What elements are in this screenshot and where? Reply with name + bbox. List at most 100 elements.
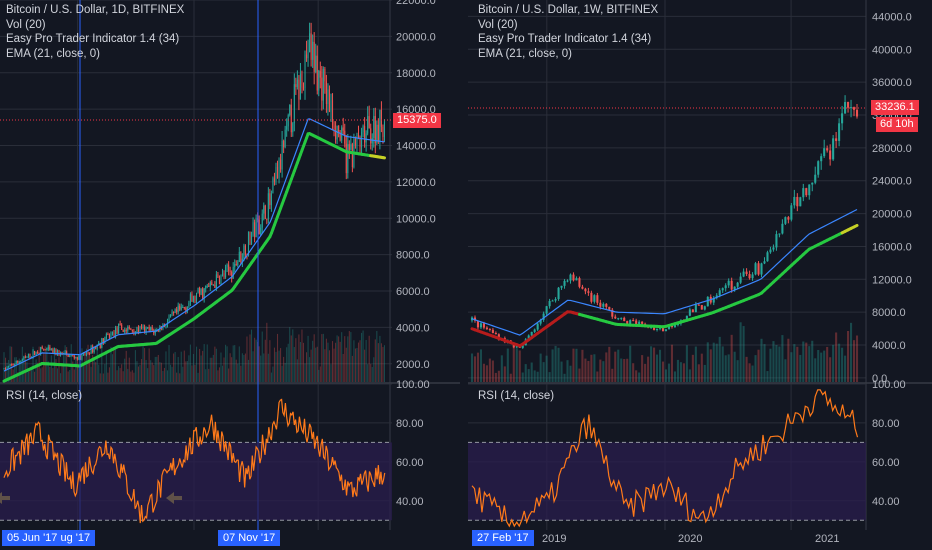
right-volume-bar <box>578 368 581 382</box>
right-volume-bar <box>587 360 590 382</box>
right-rsi-tick: 100.00 <box>872 379 906 391</box>
left-candle-body <box>215 274 217 288</box>
left-volume-bar <box>232 345 234 382</box>
left-volume-bar <box>212 354 214 382</box>
left-rsi-title[interactable]: RSI (14, close) <box>6 390 83 402</box>
right-candle-body <box>485 327 488 329</box>
left-volume-bar <box>359 340 361 382</box>
right-candle-body <box>670 325 674 327</box>
left-candle-body <box>231 271 233 279</box>
left-volume-bar <box>29 367 31 382</box>
left-candle-body <box>273 178 275 182</box>
left-legend-symbol[interactable]: Bitcoin / U.S. Dollar, 1D, BITFINEX <box>6 4 185 16</box>
left-candle-body <box>168 317 170 322</box>
left-candle-body <box>309 33 311 53</box>
left-candle-body <box>373 116 375 138</box>
right-price-tick: 36000.0 <box>872 77 912 89</box>
left-volume-bar <box>111 354 114 382</box>
left-volume-bar <box>78 364 80 382</box>
right-candle-body <box>629 320 632 326</box>
left-volume-bar <box>244 353 246 382</box>
right-volume-bar <box>808 346 811 382</box>
right-candle-body <box>548 301 551 307</box>
right-volume-bar <box>647 356 650 382</box>
right-candle-body <box>664 329 668 332</box>
left-volume-bar <box>154 356 156 382</box>
left-candle-body <box>310 33 312 60</box>
right-legend-indicator[interactable]: Easy Pro Trader Indicator 1.4 (34) <box>478 33 652 45</box>
right-candle-body <box>793 196 796 206</box>
left-candle-body <box>200 288 202 295</box>
left-volume-bar <box>275 351 277 382</box>
left-candle-body <box>298 79 300 100</box>
left-candle-body <box>137 327 139 333</box>
right-volume-bar <box>715 343 718 382</box>
left-volume-bar <box>199 348 201 382</box>
left-candle-body <box>306 54 308 59</box>
left-volume-bar <box>228 368 230 382</box>
left-candle-body <box>144 326 146 333</box>
left-volume-bar <box>75 355 77 382</box>
right-candle-body <box>572 274 575 281</box>
left-volume-bar <box>192 354 195 382</box>
left-volume-bar <box>127 368 129 382</box>
left-volume-bar <box>215 348 217 382</box>
left-candle-body <box>87 352 89 354</box>
left-ema-line <box>3 118 385 372</box>
volume-layer <box>3 322 859 382</box>
right-rsi-title[interactable]: RSI (14, close) <box>478 390 555 402</box>
left-volume-bar <box>116 370 118 382</box>
left-candle-body <box>251 235 253 245</box>
left-candle-body <box>75 357 77 359</box>
right-volume-bar <box>605 352 608 382</box>
left-volume-bar <box>339 341 341 382</box>
left-candle-body <box>275 166 277 182</box>
left-candle-body <box>84 353 86 355</box>
right-volume-bar <box>584 358 587 382</box>
left-legend-ema[interactable]: EMA (21, close, 0) <box>6 47 100 60</box>
left-legend-volume[interactable]: Vol (20) <box>6 18 46 31</box>
right-candle-body <box>614 316 617 319</box>
left-candle-body <box>95 347 97 349</box>
left-candle-body <box>206 285 208 287</box>
right-volume-bar <box>512 344 515 382</box>
right-candle-body <box>554 299 557 301</box>
right-candle-body <box>706 296 709 307</box>
left-candle-body <box>316 55 318 91</box>
left-candle-body <box>183 307 185 309</box>
right-volume-bar <box>754 355 757 382</box>
right-legend-symbol[interactable]: Bitcoin / U.S. Dollar, 1W, BITFINEX <box>478 4 659 16</box>
left-candle-body <box>116 328 118 334</box>
right-volume-bar <box>623 359 626 382</box>
left-volume-bar <box>50 355 52 382</box>
right-candle-body <box>745 271 748 275</box>
left-volume-bar <box>124 358 126 382</box>
right-candle-body <box>727 280 730 286</box>
left-candle-body <box>102 338 104 344</box>
left-volume-bar <box>92 354 94 382</box>
left-candle-body <box>46 349 48 351</box>
right-volume-bar <box>784 359 787 382</box>
right-candle-body <box>724 285 727 289</box>
right-legend-ema[interactable]: EMA (21, close, 0) <box>478 47 572 60</box>
right-volume-bar <box>476 352 480 382</box>
left-volume-bar <box>218 367 220 382</box>
left-volume-bar <box>206 344 208 382</box>
right-candle-body <box>494 332 497 335</box>
right-legend-volume[interactable]: Vol (20) <box>478 18 518 31</box>
left-volume-bar <box>373 357 375 382</box>
right-volume-bar <box>745 356 748 382</box>
left-candle-body <box>293 84 295 124</box>
right-volume-bar <box>539 353 542 382</box>
left-volume-bar <box>101 345 103 382</box>
right-volume-bar <box>620 358 623 382</box>
left-candle-body <box>70 355 72 357</box>
left-volume-bar <box>324 349 326 382</box>
left-rsi-tick: 100.00 <box>396 379 430 391</box>
left-candle-body <box>49 346 51 350</box>
left-volume-bar <box>200 355 202 382</box>
left-legend-indicator[interactable]: Easy Pro Trader Indicator 1.4 (34) <box>6 33 180 45</box>
right-candle-body <box>841 113 844 124</box>
